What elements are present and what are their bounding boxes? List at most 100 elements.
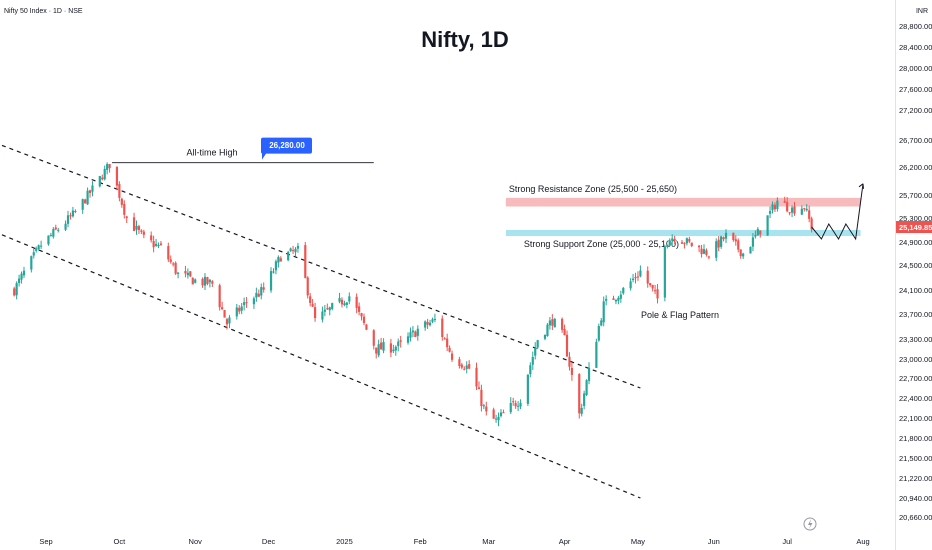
y-tick-label: 24,100.00: [899, 286, 932, 295]
candle: [64, 220, 67, 232]
candle: [240, 302, 243, 315]
y-tick-label: 28,000.00: [899, 64, 932, 73]
candle: [71, 206, 75, 218]
y-tick-label: 23,300.00: [899, 335, 932, 344]
candle: [294, 247, 297, 256]
zones-layer: Strong Resistance Zone (25,500 - 25,650)…: [505, 184, 861, 249]
resistance-zone: [505, 197, 861, 207]
candle: [580, 403, 583, 417]
channel-layer: [1, 144, 641, 499]
candle: [57, 227, 60, 233]
candle: [768, 206, 772, 218]
candle: [135, 220, 138, 235]
candle: [634, 272, 637, 284]
candle: [154, 239, 158, 247]
candle: [653, 284, 657, 295]
candle: [805, 204, 808, 212]
candle: [783, 196, 786, 203]
candle: [732, 232, 735, 242]
candle: [191, 277, 194, 285]
candle: [597, 323, 600, 342]
candle: [656, 284, 659, 304]
candle: [203, 273, 207, 290]
candle: [47, 235, 50, 246]
candle: [416, 325, 419, 341]
candle: [485, 401, 488, 416]
candle: [519, 399, 522, 410]
candle: [365, 324, 368, 331]
current-price-label: 25,149.85: [899, 223, 932, 232]
candle: [406, 332, 410, 345]
candle: [323, 304, 326, 317]
candle: [551, 314, 554, 331]
candle: [360, 312, 363, 321]
currency-label: INR: [916, 8, 928, 15]
candle: [698, 245, 701, 253]
candle: [570, 362, 574, 381]
candle: [289, 247, 292, 252]
candle: [685, 237, 688, 246]
candle: [269, 267, 273, 293]
candle: [140, 229, 143, 235]
candle: [531, 351, 534, 371]
support-zone-label: Strong Support Zone (25,000 - 25,100): [524, 239, 679, 249]
candle: [705, 248, 708, 257]
candle: [502, 409, 505, 414]
candle: [460, 363, 463, 370]
candle: [238, 305, 241, 315]
y-tick-label: 21,500.00: [899, 454, 932, 463]
candle: [526, 374, 529, 407]
candle: [771, 201, 774, 214]
candle: [578, 373, 581, 419]
candle: [411, 326, 415, 338]
candle: [636, 271, 640, 281]
candle: [583, 390, 586, 410]
candle: [480, 384, 483, 412]
candle: [468, 360, 471, 370]
candle: [688, 236, 691, 244]
y-tick-label: 27,600.00: [899, 85, 932, 94]
y-tick-label: 23,700.00: [899, 310, 932, 319]
candle: [428, 319, 432, 327]
y-tick-label: 28,400.00: [899, 43, 932, 52]
candle: [98, 175, 101, 188]
candle: [345, 302, 348, 309]
x-tick-label: 2025: [336, 537, 353, 546]
candle: [159, 240, 163, 246]
candle: [174, 261, 177, 276]
candle: [362, 313, 366, 326]
x-tick-label: Oct: [114, 537, 127, 546]
candle: [86, 187, 89, 206]
candle: [37, 244, 40, 251]
candle: [399, 335, 402, 348]
candle: [617, 295, 620, 305]
candle: [243, 297, 246, 311]
candle: [279, 256, 282, 262]
candle: [74, 209, 77, 214]
candle: [375, 347, 378, 359]
x-tick-label: Jun: [708, 537, 720, 546]
candle: [103, 165, 106, 181]
projection-path: [811, 183, 864, 241]
candle: [35, 246, 38, 253]
candle: [568, 352, 571, 371]
candle: [563, 324, 566, 336]
candle: [639, 265, 642, 278]
candle: [201, 277, 204, 288]
candle: [414, 330, 417, 338]
channel-lower-line[interactable]: [1, 234, 641, 499]
x-axis: Sep Oct Nov Dec 2025 Feb Mar Apr May Jun Jul Aug: [39, 537, 869, 546]
candle: [754, 230, 757, 239]
candle: [252, 296, 256, 309]
x-tick-label: May: [631, 537, 645, 546]
lightning-icon[interactable]: [803, 517, 817, 531]
candle: [394, 345, 397, 356]
candle: [734, 235, 737, 246]
candle: [766, 215, 769, 236]
candle: [142, 229, 145, 239]
channel-upper-line[interactable]: [1, 144, 641, 389]
y-tick-label: 24,900.00: [899, 238, 932, 247]
candle: [358, 302, 361, 316]
